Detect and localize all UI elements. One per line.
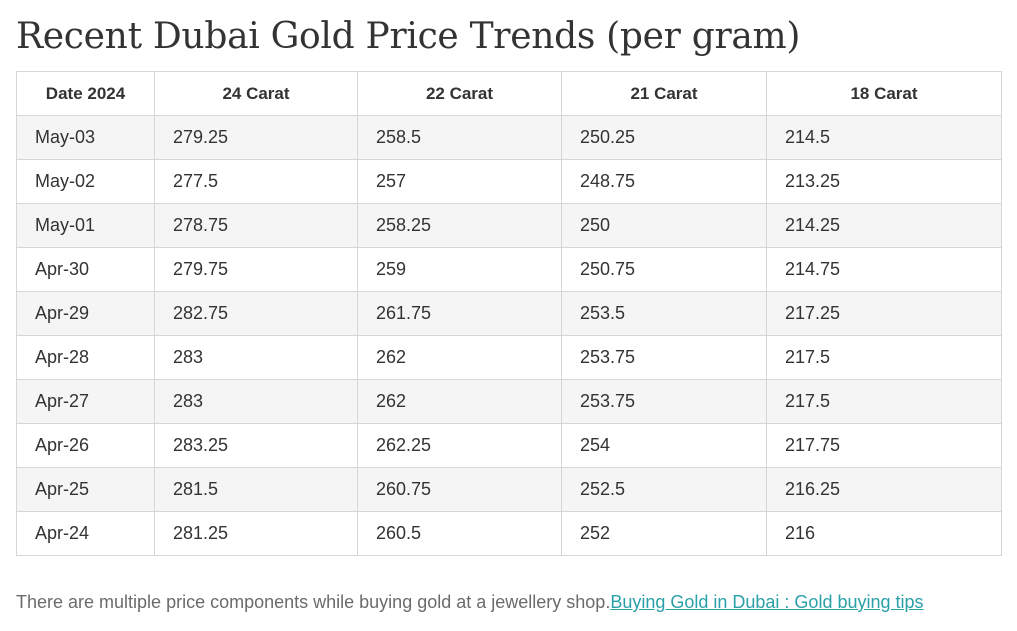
cell-21-carat: 253.5	[561, 291, 767, 336]
cell-18-carat: 216	[766, 511, 1002, 556]
cell-date: Apr-27	[16, 379, 155, 424]
cell-24-carat: 282.75	[154, 291, 358, 336]
table-row: May-01 278.75 258.25 250 214.25	[16, 203, 1002, 248]
header-24-carat: 24 Carat	[154, 71, 358, 116]
cell-18-carat: 217.25	[766, 291, 1002, 336]
cell-24-carat: 277.5	[154, 159, 358, 204]
cell-date: May-01	[16, 203, 155, 248]
cell-date: Apr-25	[16, 467, 155, 512]
cell-24-carat: 283	[154, 379, 358, 424]
cell-21-carat: 252	[561, 511, 767, 556]
cell-18-carat: 216.25	[766, 467, 1002, 512]
cell-22-carat: 262	[357, 335, 562, 380]
cell-date: May-02	[16, 159, 155, 204]
footer-text: There are multiple price components whil…	[16, 592, 611, 612]
table-row: May-03 279.25 258.5 250.25 214.5	[16, 115, 1002, 160]
cell-18-carat: 217.5	[766, 379, 1002, 424]
cell-24-carat: 279.25	[154, 115, 358, 160]
cell-18-carat: 213.25	[766, 159, 1002, 204]
footer-note: There are multiple price components whil…	[16, 592, 924, 613]
header-date: Date 2024	[16, 71, 155, 116]
header-22-carat: 22 Carat	[357, 71, 562, 116]
table-row: Apr-25 281.5 260.75 252.5 216.25	[16, 467, 1002, 512]
page-title: Recent Dubai Gold Price Trends (per gram…	[16, 16, 801, 57]
cell-21-carat: 253.75	[561, 379, 767, 424]
cell-21-carat: 252.5	[561, 467, 767, 512]
table-row: Apr-24 281.25 260.5 252 216	[16, 511, 1002, 556]
cell-date: Apr-30	[16, 247, 155, 292]
cell-21-carat: 250.25	[561, 115, 767, 160]
cell-22-carat: 258.5	[357, 115, 562, 160]
table-row: Apr-26 283.25 262.25 254 217.75	[16, 423, 1002, 468]
cell-21-carat: 250	[561, 203, 767, 248]
cell-24-carat: 279.75	[154, 247, 358, 292]
cell-24-carat: 281.25	[154, 511, 358, 556]
cell-18-carat: 217.5	[766, 335, 1002, 380]
cell-22-carat: 260.5	[357, 511, 562, 556]
cell-24-carat: 281.5	[154, 467, 358, 512]
cell-22-carat: 257	[357, 159, 562, 204]
table-header-row: Date 2024 24 Carat 22 Carat 21 Carat 18 …	[16, 71, 1002, 116]
cell-18-carat: 214.75	[766, 247, 1002, 292]
cell-21-carat: 250.75	[561, 247, 767, 292]
table-row: Apr-27 283 262 253.75 217.5	[16, 379, 1002, 424]
gold-buying-tips-link[interactable]: Buying Gold in Dubai : Gold buying tips	[610, 592, 924, 612]
table-row: Apr-30 279.75 259 250.75 214.75	[16, 247, 1002, 292]
cell-21-carat: 248.75	[561, 159, 767, 204]
cell-24-carat: 283.25	[154, 423, 358, 468]
header-18-carat: 18 Carat	[766, 71, 1002, 116]
cell-24-carat: 283	[154, 335, 358, 380]
cell-22-carat: 262.25	[357, 423, 562, 468]
cell-24-carat: 278.75	[154, 203, 358, 248]
cell-18-carat: 217.75	[766, 423, 1002, 468]
cell-18-carat: 214.25	[766, 203, 1002, 248]
cell-21-carat: 253.75	[561, 335, 767, 380]
cell-21-carat: 254	[561, 423, 767, 468]
cell-22-carat: 258.25	[357, 203, 562, 248]
cell-22-carat: 259	[357, 247, 562, 292]
header-21-carat: 21 Carat	[561, 71, 767, 116]
cell-date: Apr-29	[16, 291, 155, 336]
table-row: Apr-29 282.75 261.75 253.5 217.25	[16, 291, 1002, 336]
cell-22-carat: 262	[357, 379, 562, 424]
cell-date: May-03	[16, 115, 155, 160]
cell-18-carat: 214.5	[766, 115, 1002, 160]
cell-date: Apr-28	[16, 335, 155, 380]
cell-date: Apr-24	[16, 511, 155, 556]
cell-22-carat: 260.75	[357, 467, 562, 512]
table-row: Apr-28 283 262 253.75 217.5	[16, 335, 1002, 380]
table-row: May-02 277.5 257 248.75 213.25	[16, 159, 1002, 204]
cell-date: Apr-26	[16, 423, 155, 468]
cell-22-carat: 261.75	[357, 291, 562, 336]
gold-price-table: Date 2024 24 Carat 22 Carat 21 Carat 18 …	[16, 71, 1002, 556]
